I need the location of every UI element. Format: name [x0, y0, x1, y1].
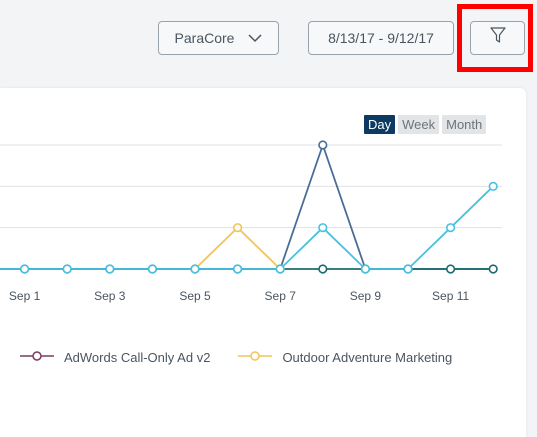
data-point	[62, 264, 72, 274]
legend-item-adwords[interactable]: AdWords Call-Only Ad v2	[20, 350, 210, 365]
series-line	[194, 226, 281, 270]
legend-label: Outdoor Adventure Marketing	[282, 350, 453, 365]
chart-legend: AdWords Call-Only Ad v2 Outdoor Adventur…	[20, 350, 452, 365]
tab-month[interactable]: Month	[442, 115, 487, 134]
account-select[interactable]: ParaCore	[158, 21, 279, 55]
filter-highlight-box	[457, 4, 533, 72]
account-select-label: ParaCore	[174, 30, 235, 46]
data-point	[318, 264, 328, 274]
x-tick-label: Sep 3	[94, 289, 126, 303]
filter-button[interactable]	[470, 21, 525, 55]
x-tick-label: Sep 11	[432, 289, 469, 303]
x-tick-label: Sep 7	[265, 289, 297, 303]
data-point	[20, 264, 30, 274]
chevron-down-icon	[248, 30, 262, 46]
x-tick-label: Sep 9	[350, 289, 382, 303]
data-point	[233, 264, 243, 274]
data-point	[446, 223, 456, 233]
data-point	[318, 140, 328, 150]
tab-week[interactable]: Week	[398, 115, 440, 134]
data-point	[403, 264, 413, 274]
data-point	[233, 223, 243, 233]
x-tick-label: Sep 5	[179, 289, 211, 303]
data-point	[190, 264, 200, 274]
data-point	[488, 181, 498, 191]
top-toolbar: ParaCore 8/13/17 - 9/12/17	[0, 0, 537, 88]
data-point	[446, 264, 456, 274]
data-point	[360, 264, 371, 274]
legend-marker-icon	[238, 350, 273, 365]
funnel-icon	[489, 27, 506, 49]
legend-item-outdoor[interactable]: Outdoor Adventure Marketing	[238, 350, 452, 365]
data-point	[318, 223, 328, 233]
legend-marker-icon	[20, 350, 54, 365]
data-point	[488, 264, 498, 274]
data-point	[147, 264, 157, 274]
date-range-button[interactable]: 8/13/17 - 9/12/17	[308, 21, 454, 55]
x-tick-label: Sep 1	[9, 289, 41, 303]
tab-day[interactable]: Day	[364, 115, 396, 134]
data-point	[105, 264, 115, 274]
series-line	[0, 144, 494, 270]
date-range-label: 8/13/17 - 9/12/17	[328, 30, 434, 46]
chart-card	[0, 88, 526, 437]
range-tabs: Day Week Month	[364, 115, 487, 134]
legend-label: AdWords Call-Only Ad v2	[64, 350, 211, 365]
data-point	[275, 264, 285, 274]
